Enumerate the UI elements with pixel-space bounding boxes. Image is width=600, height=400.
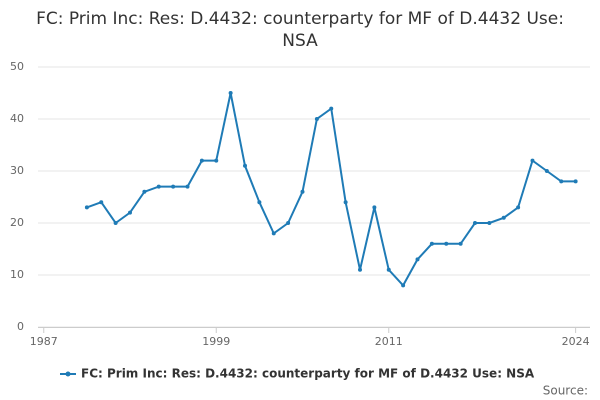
point — [329, 106, 334, 111]
series-line — [86, 92, 576, 288]
point — [372, 205, 377, 210]
point — [243, 163, 247, 168]
point — [142, 189, 147, 194]
point — [214, 158, 219, 163]
point — [185, 184, 190, 189]
point — [501, 215, 506, 220]
point — [84, 205, 89, 210]
point — [286, 221, 291, 225]
point — [458, 241, 463, 246]
point — [199, 158, 204, 163]
y-tick-label: 20 — [10, 216, 24, 229]
x-tick-label: 1999 — [202, 335, 230, 348]
point — [99, 200, 104, 205]
point — [429, 241, 434, 246]
point — [171, 184, 176, 189]
point — [314, 117, 319, 121]
point — [444, 241, 449, 246]
chart-title: FC: Prim Inc: Res: D.4432: counterparty … — [36, 9, 564, 51]
legend-marker — [65, 371, 71, 377]
point — [271, 231, 276, 236]
point — [343, 200, 348, 205]
legend-label: FC: Prim Inc: Res: D.4432: counterparty … — [81, 367, 535, 381]
source: Source: — [543, 384, 588, 398]
point — [573, 179, 578, 184]
point — [300, 189, 305, 194]
y-tick-label: 40 — [10, 112, 24, 125]
point — [401, 283, 406, 288]
point — [530, 158, 535, 163]
point — [128, 210, 132, 215]
y-tick-label: 10 — [10, 268, 24, 281]
point — [358, 267, 362, 272]
point — [228, 91, 233, 95]
point — [257, 200, 262, 205]
point — [473, 221, 477, 225]
point — [113, 221, 118, 225]
x-tick-label: 1987 — [30, 335, 58, 348]
x-tick-label: 2011 — [375, 335, 403, 348]
point — [544, 169, 549, 173]
point — [559, 179, 564, 184]
y-tick-label: 50 — [10, 60, 24, 73]
y-tick-label: 0 — [17, 320, 24, 333]
point — [415, 257, 420, 262]
point — [386, 267, 391, 272]
y-tick-label: 30 — [10, 164, 24, 177]
point — [487, 221, 492, 225]
point — [516, 205, 521, 210]
point — [156, 184, 161, 189]
x-tick-label: 2024 — [562, 335, 590, 348]
